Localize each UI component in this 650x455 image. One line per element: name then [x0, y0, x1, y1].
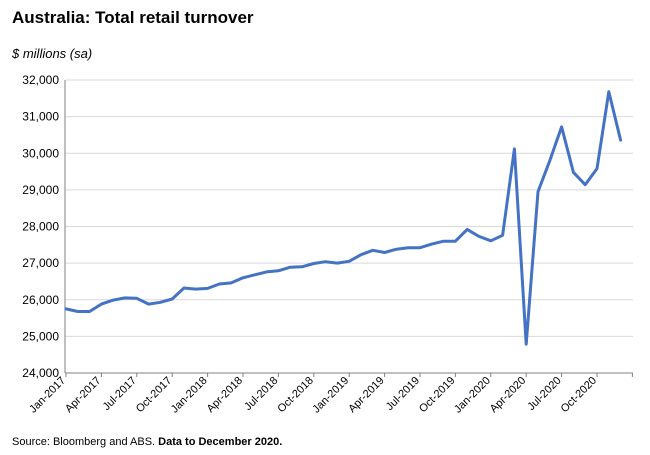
data-point	[277, 269, 280, 272]
series-line	[64, 90, 623, 346]
data-note: Data to December 2020.	[158, 436, 283, 448]
data-point	[65, 307, 68, 310]
data-point	[501, 234, 504, 237]
data-point	[348, 260, 351, 263]
x-tick-label: Oct-2019	[417, 375, 457, 415]
y-tick-label: 30,000	[22, 146, 59, 160]
y-tick-label: 25,000	[22, 329, 59, 343]
y-axis-label: $ millions (sa)	[12, 46, 93, 61]
data-point	[100, 303, 103, 306]
data-point	[383, 251, 386, 254]
data-point	[548, 159, 551, 162]
chart-title: Australia: Total retail turnover	[12, 8, 254, 27]
data-point	[537, 190, 540, 193]
data-point	[265, 270, 268, 273]
data-point	[395, 248, 398, 251]
data-point	[560, 125, 563, 128]
data-point	[183, 287, 186, 290]
x-tick-label: Apr-2017	[63, 375, 103, 415]
data-point	[572, 171, 575, 174]
data-point	[218, 283, 221, 286]
data-point	[454, 240, 457, 243]
data-point	[301, 265, 304, 268]
data-point	[419, 246, 422, 249]
data-point	[596, 167, 599, 170]
data-point	[607, 90, 610, 93]
data-point	[407, 246, 410, 249]
data-point	[147, 303, 150, 306]
x-tick-label: Apr-2019	[346, 375, 386, 415]
x-tick-label: Oct-2020	[559, 375, 599, 415]
x-tick-label: Jan-2019	[310, 375, 351, 416]
x-tick-label: Apr-2020	[488, 375, 528, 415]
data-point	[206, 287, 209, 290]
source-note: Source: Bloomberg and ABS. Data to Decem…	[12, 436, 282, 448]
data-point	[478, 235, 481, 238]
y-tick-label: 26,000	[22, 293, 59, 307]
data-point	[230, 281, 233, 284]
data-point	[442, 240, 445, 243]
y-tick-label: 27,000	[22, 256, 59, 270]
data-point	[584, 183, 587, 186]
data-point	[371, 249, 374, 252]
data-point	[619, 139, 622, 142]
source-text: Source: Bloomberg and ABS.	[12, 436, 156, 448]
data-point	[360, 253, 363, 256]
data-point	[430, 243, 433, 246]
x-tick-label: Oct-2017	[134, 375, 174, 415]
data-point	[135, 297, 138, 300]
data-point	[289, 266, 292, 269]
y-tick-label: 29,000	[22, 183, 59, 197]
data-point	[76, 310, 79, 313]
x-tick-label: Oct-2018	[275, 375, 315, 415]
y-tick-label: 24,000	[22, 366, 59, 380]
y-tick-label: 32,000	[22, 73, 59, 87]
data-point	[466, 228, 469, 231]
y-tick-label: 28,000	[22, 220, 59, 234]
x-tick-label: Apr-2018	[205, 375, 245, 415]
x-tick-label: Jan-2020	[452, 375, 493, 416]
data-point	[525, 343, 528, 346]
data-point	[324, 260, 327, 263]
data-point	[513, 147, 516, 150]
x-tick-label: Jan-2018	[169, 375, 210, 416]
data-point	[88, 310, 91, 313]
data-point	[112, 299, 115, 302]
data-point	[194, 288, 197, 291]
data-point	[336, 262, 339, 265]
data-point	[242, 276, 245, 279]
data-point	[171, 298, 174, 301]
y-tick-label: 31,000	[22, 110, 59, 124]
data-point	[159, 301, 162, 304]
data-point	[489, 239, 492, 242]
data-point	[124, 296, 127, 299]
data-point	[312, 262, 315, 265]
data-point	[253, 273, 256, 276]
x-tick-label: Jan-2017	[27, 375, 68, 416]
